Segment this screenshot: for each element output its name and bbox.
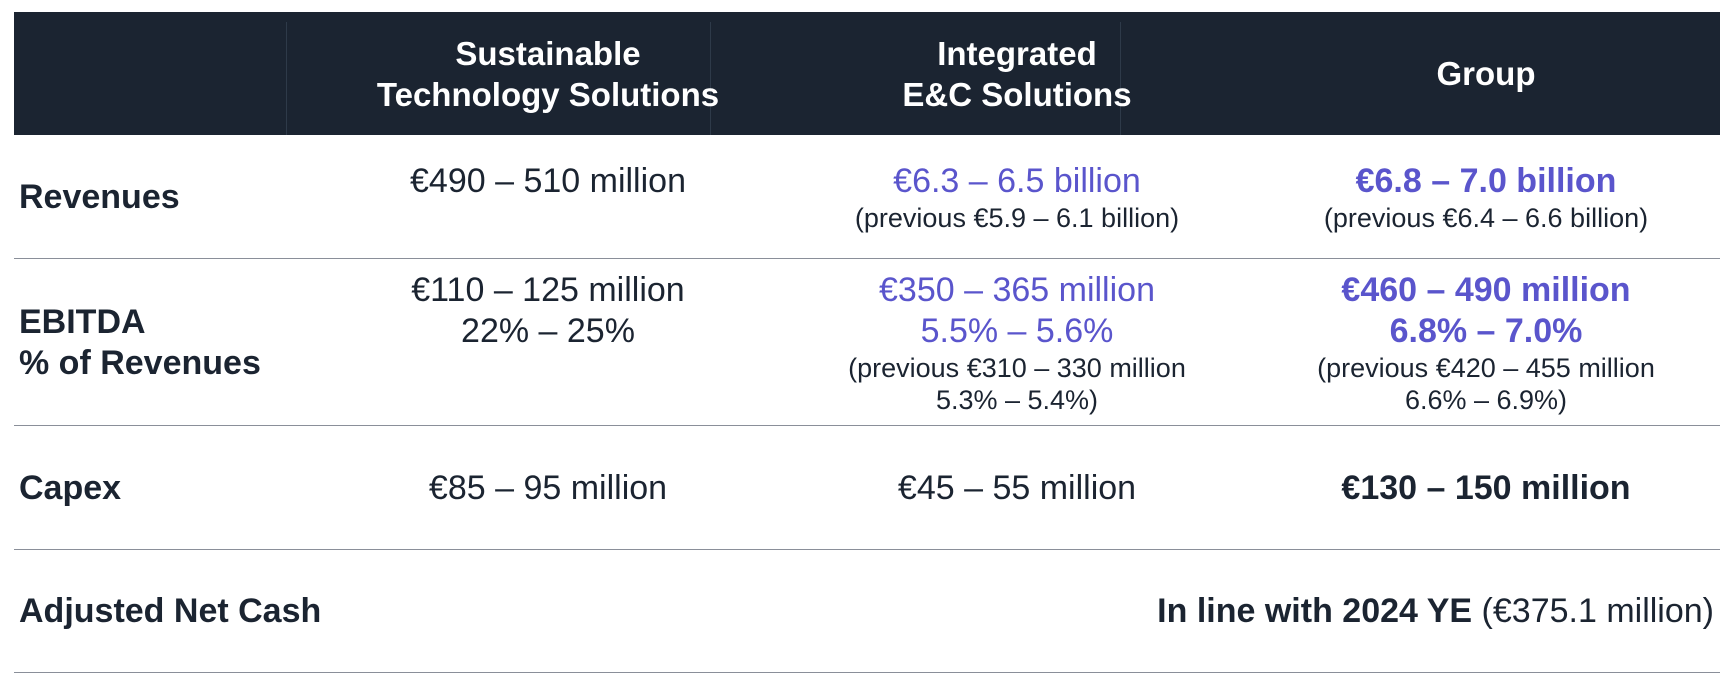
row-divider [14, 425, 1720, 426]
ebitda-iec-value: €350 – 365 million [879, 271, 1155, 309]
header-col2-line1: Integrated [937, 34, 1097, 72]
revenues-iec-cell: €6.3 – 6.5 billion (previous €5.9 – 6.1 … [782, 161, 1252, 234]
header-col1-line1: Sustainable [455, 34, 641, 72]
row-divider [14, 672, 1720, 673]
header-col3-label: Group [1436, 55, 1536, 92]
net-cash-reference: (€375.1 million) [1472, 592, 1714, 630]
header-divider [710, 22, 711, 135]
capex-sts-cell: €85 – 95 million [314, 468, 782, 509]
revenues-group-cell: €6.8 – 7.0 billion (previous €6.4 – 6.6 … [1252, 161, 1720, 234]
row-label-adjusted-net-cash: Adjusted Net Cash [19, 592, 322, 630]
capex-group-cell: €130 – 150 million [1252, 468, 1720, 509]
ebitda-iec-previous-margin: 5.3% – 5.4%) [935, 385, 1099, 415]
header-divider [1120, 22, 1121, 135]
ebitda-sts-margin: 22% – 25% [461, 312, 635, 350]
header-sustainable-technology-solutions: Sustainable Technology Solutions [314, 12, 782, 135]
ebitda-iec-margin: 5.5% – 5.6% [920, 312, 1114, 350]
header-col1-line2: Technology Solutions [376, 75, 720, 113]
ebitda-group-previous-value: (previous €420 – 455 million [1317, 353, 1655, 383]
ebitda-group-previous-margin: 6.6% – 6.9%) [1404, 385, 1568, 415]
row-label-capex: Capex [19, 469, 122, 507]
ebitda-group-margin: 6.8% – 7.0% [1389, 312, 1583, 350]
ebitda-iec-cell: €350 – 365 million 5.5% – 5.6% (previous… [782, 270, 1252, 416]
row-label-ebitda: EBITDA % of Revenues [19, 302, 261, 384]
ebitda-iec-previous-value: (previous €310 – 330 million [848, 353, 1186, 383]
ebitda-label-line1: EBITDA [19, 303, 146, 341]
ebitda-group-value: €460 – 490 million [1341, 271, 1631, 309]
revenues-iec-value: €6.3 – 6.5 billion [893, 162, 1141, 200]
ebitda-group-cell: €460 – 490 million 6.8% – 7.0% (previous… [1252, 270, 1720, 416]
ebitda-sts-value: €110 – 125 million [411, 271, 685, 309]
revenues-iec-previous: (previous €5.9 – 6.1 billion) [854, 203, 1180, 233]
header-col2-line2: E&C Solutions [902, 75, 1132, 113]
header-divider [286, 22, 287, 135]
header-integrated-ec-solutions: Integrated E&C Solutions [782, 12, 1252, 135]
capex-group-value: €130 – 150 million [1341, 469, 1631, 507]
net-cash-value: In line with 2024 YE (€375.1 million) [1157, 591, 1714, 632]
row-divider [14, 258, 1720, 259]
ebitda-sts-cell: €110 – 125 million 22% – 25% [314, 270, 782, 352]
revenues-sts-cell: €490 – 510 million [314, 161, 782, 202]
net-cash-guidance: In line with 2024 YE [1157, 592, 1473, 630]
revenues-group-previous: (previous €6.4 – 6.6 billion) [1323, 203, 1649, 233]
row-label-revenues: Revenues [19, 178, 180, 216]
capex-iec-cell: €45 – 55 million [782, 468, 1252, 509]
table-header: Sustainable Technology Solutions Integra… [14, 12, 1720, 135]
row-divider [14, 549, 1720, 550]
revenues-sts-value: €490 – 510 million [410, 162, 686, 200]
capex-iec-value: €45 – 55 million [897, 469, 1137, 507]
capex-sts-value: €85 – 95 million [428, 469, 668, 507]
ebitda-label-line2: % of Revenues [19, 344, 261, 382]
revenues-group-value: €6.8 – 7.0 billion [1355, 162, 1617, 200]
header-group: Group [1252, 12, 1720, 135]
